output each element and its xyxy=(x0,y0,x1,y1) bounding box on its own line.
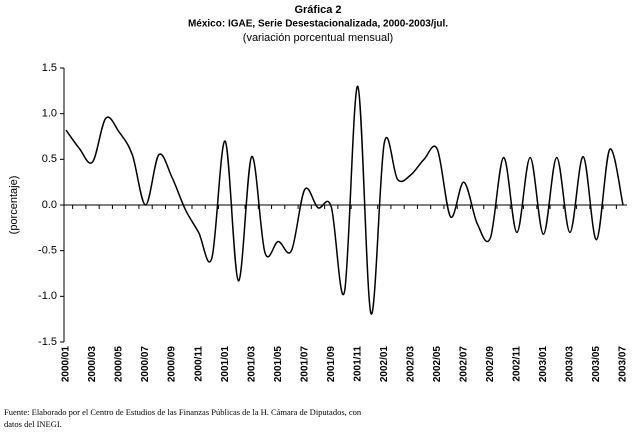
x-tick-label: 2002/03 xyxy=(405,346,416,383)
y-tick-label: 1.5 xyxy=(42,62,57,74)
x-tick-label: 2002/11 xyxy=(512,346,523,382)
x-tick-label: 2001/11 xyxy=(352,346,363,382)
x-tick-label: 2003/01 xyxy=(538,346,549,383)
x-tick-label: 2003/07 xyxy=(618,346,629,383)
chart-subtitle: México: IGAE, Serie Desestacionalizada, … xyxy=(188,19,448,30)
y-tick-label: 1.0 xyxy=(42,108,57,120)
x-tick-label: 2002/07 xyxy=(458,346,469,383)
chart-title: Gráfica 2 xyxy=(294,4,341,16)
x-tick-label: 2001/09 xyxy=(326,346,337,383)
x-tick-label: 2002/05 xyxy=(432,346,443,383)
source-note: datos del INEGI. xyxy=(4,419,62,429)
y-tick-label: -0.5 xyxy=(38,245,57,257)
x-tick-label: 2000/05 xyxy=(114,346,125,383)
x-tick-label: 2000/11 xyxy=(193,346,204,382)
x-tick-label: 2002/01 xyxy=(379,346,390,383)
x-tick-label: 2000/01 xyxy=(61,346,72,383)
y-tick-label: 0.0 xyxy=(42,199,57,211)
x-tick-label: 2001/03 xyxy=(246,346,257,383)
x-tick-label: 2001/07 xyxy=(299,346,310,383)
x-tick-label: 2003/03 xyxy=(565,346,576,383)
chart-subtitle: (variación porcentual mensual) xyxy=(243,32,393,44)
x-tick-label: 2000/07 xyxy=(140,346,151,383)
x-tick-label: 2000/09 xyxy=(167,346,178,383)
x-tick-label: 2003/05 xyxy=(591,346,602,383)
x-tick-label: 2000/03 xyxy=(87,346,98,383)
source-note: Fuente: Elaborado por el Centro de Estud… xyxy=(4,407,362,417)
x-tick-label: 2001/01 xyxy=(220,346,231,383)
y-tick-label: 0.5 xyxy=(42,153,57,165)
y-tick-label: -1.5 xyxy=(38,336,57,348)
x-tick-label: 2001/05 xyxy=(273,346,284,383)
y-axis-label: (porcentaje) xyxy=(8,176,20,235)
y-tick-label: -1.0 xyxy=(38,290,57,302)
x-tick-label: 2002/09 xyxy=(485,346,496,383)
data-line xyxy=(65,85,624,315)
